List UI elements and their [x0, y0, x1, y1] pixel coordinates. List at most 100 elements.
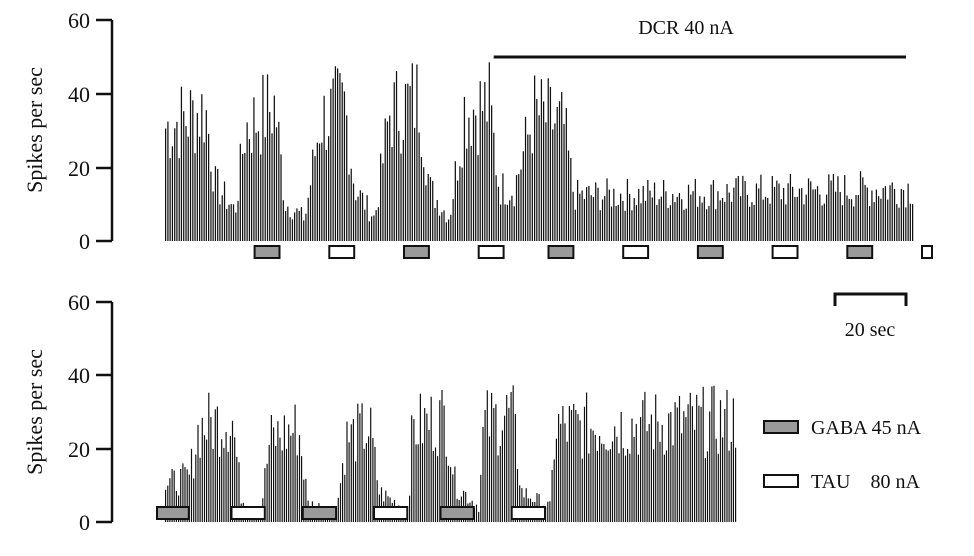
- spike-bar: [504, 204, 506, 241]
- spike-bar: [689, 392, 691, 522]
- spike-bar: [755, 183, 758, 241]
- spike-bar: [255, 132, 257, 241]
- spike-bar: [891, 182, 893, 241]
- spike-bar: [615, 206, 617, 241]
- spike-bar: [318, 143, 321, 241]
- spike-bar: [882, 188, 884, 241]
- spike-bar: [264, 468, 266, 522]
- spike-bar: [635, 205, 638, 241]
- spike-bar: [551, 469, 553, 522]
- spike-bar: [330, 88, 332, 241]
- spike-bar: [283, 415, 285, 522]
- spike-bar: [678, 193, 681, 241]
- spike-bar: [659, 441, 661, 522]
- scale-bar: 20 sec: [833, 292, 908, 341]
- spike-bar: [269, 112, 271, 241]
- spike-bar: [681, 433, 683, 522]
- spike-bar: [605, 449, 607, 522]
- spike-bar: [887, 199, 889, 241]
- spike-bar: [334, 66, 337, 241]
- tau-ejection-bar: [771, 245, 799, 259]
- spike-bar: [443, 210, 445, 241]
- spike-bar: [740, 196, 742, 241]
- bottom-tick-label-0: 0: [79, 510, 90, 535]
- spike-bar: [411, 415, 413, 522]
- spike-bar: [590, 428, 592, 522]
- spike-bar: [208, 133, 210, 241]
- spike-bar: [597, 187, 599, 241]
- spike-bar: [290, 435, 292, 522]
- spike-bar: [266, 74, 269, 242]
- spike-bar: [321, 142, 323, 241]
- spike-bar: [722, 437, 724, 522]
- spike-bar: [357, 403, 359, 522]
- spike-bar: [214, 409, 216, 522]
- spike-bar: [521, 488, 523, 522]
- spike-bar: [210, 171, 212, 241]
- spike-bar: [751, 202, 753, 241]
- spike-bar: [350, 168, 352, 241]
- spike-bar: [364, 209, 366, 241]
- spike-bar: [292, 432, 294, 522]
- spike-bar: [391, 147, 393, 241]
- spike-bar: [554, 123, 556, 241]
- spike-bar: [377, 207, 380, 241]
- spike-bar: [696, 394, 698, 522]
- spike-bar: [629, 194, 631, 241]
- spike-bar: [409, 495, 411, 522]
- spike-bar: [644, 200, 647, 241]
- spike-bar: [328, 136, 330, 241]
- spike-bar: [760, 174, 762, 241]
- spike-bar: [239, 143, 241, 241]
- spike-bar: [709, 411, 711, 522]
- spike-bar: [300, 207, 303, 241]
- spike-bar: [862, 177, 864, 241]
- spike-bar: [579, 193, 581, 241]
- spike-bar: [344, 474, 346, 522]
- spike-bar: [568, 406, 570, 522]
- spike-bar: [472, 109, 475, 241]
- spike-bar: [599, 210, 601, 241]
- spike-bar: [726, 184, 728, 241]
- spike-bar: [506, 395, 508, 522]
- spike-bar: [372, 438, 374, 522]
- gaba-ejection-bar: [301, 506, 338, 520]
- spike-bar: [581, 190, 583, 241]
- spike-bar: [384, 118, 386, 241]
- spike-bar: [413, 419, 415, 522]
- spike-bar: [203, 435, 206, 522]
- spike-bar: [415, 444, 417, 522]
- spike-bar: [357, 196, 359, 241]
- spike-bar: [450, 214, 452, 241]
- spike-bar: [703, 196, 705, 241]
- spike-bar: [221, 439, 223, 522]
- spike-bar: [665, 191, 667, 241]
- spike-bar: [210, 417, 212, 522]
- spike-bar: [430, 396, 432, 522]
- spike-bar: [262, 74, 264, 242]
- spike-bar: [599, 436, 601, 522]
- spike-bar: [694, 429, 696, 522]
- spike-bar: [182, 463, 184, 522]
- spike-bar: [508, 407, 510, 522]
- spike-bar: [807, 178, 810, 241]
- spike-bar: [514, 414, 516, 522]
- spike-bar: [553, 459, 555, 522]
- spike-bar: [823, 203, 825, 241]
- spike-bar: [495, 404, 497, 522]
- spike-bar: [698, 405, 700, 522]
- spike-bar: [475, 115, 477, 241]
- spike-bar: [574, 209, 576, 241]
- spike-bar: [796, 196, 798, 241]
- spike-bar: [389, 115, 391, 241]
- spike-bar: [730, 201, 733, 241]
- tau-ejection-bar: [921, 245, 933, 259]
- spike-bar: [491, 105, 493, 242]
- spike-bar: [850, 199, 853, 241]
- spike-bar: [486, 121, 488, 241]
- spike-bar: [303, 479, 305, 522]
- spike-bar: [581, 458, 583, 522]
- spike-bar: [909, 203, 911, 241]
